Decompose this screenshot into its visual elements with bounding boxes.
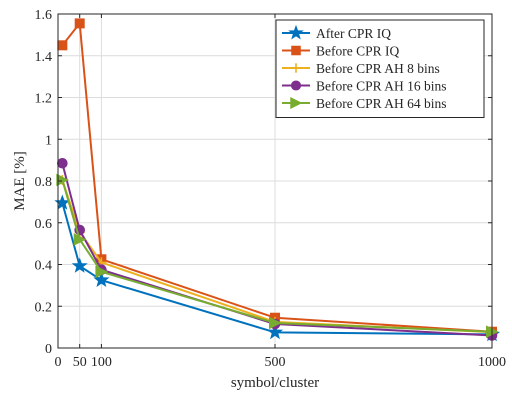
- axis-ticks: 0 0.2 0.4 0.6 0.8 1 1.2 1.4 1.6 0 50 100 500 1000: [35, 8, 507, 370]
- x-tick-label: 500: [265, 355, 286, 370]
- x-tick-label: 0: [55, 355, 62, 370]
- data-point: [93, 271, 110, 287]
- data-point: [269, 316, 282, 330]
- legend-marker: [290, 96, 303, 110]
- x-tick-label: 1000: [478, 355, 506, 370]
- legend-label: Before CPR AH 16 bins: [316, 79, 447, 94]
- y-tick-label: 1.2: [35, 92, 53, 107]
- y-tick-label: 0.6: [35, 217, 53, 232]
- data-point: [54, 194, 71, 210]
- legend-label: Before CPR IQ: [316, 44, 399, 59]
- data-point: [95, 265, 109, 279]
- legend-marker: [291, 45, 301, 56]
- data-point: [266, 323, 284, 340]
- x-tick-label: 100: [91, 355, 112, 370]
- y-axis-label: MAE [%]: [12, 151, 28, 211]
- x-tick-label: 50: [73, 355, 87, 370]
- y-tick-label: 1.4: [35, 50, 53, 65]
- y-tick-label: 0.4: [35, 259, 53, 274]
- legend: After CPR IQ Before CPR IQ Before CPR AH 8…: [275, 19, 485, 118]
- series-line: [61, 179, 493, 333]
- data-point: [57, 40, 68, 51]
- series-layer: [54, 18, 501, 342]
- legend-marker: [291, 63, 301, 73]
- y-tick-label: 1: [45, 133, 52, 148]
- legend-label: Before CPR AH 64 bins: [316, 96, 447, 111]
- series-line: [61, 163, 493, 337]
- legend-marker: [288, 24, 304, 40]
- y-tick-label: 0: [45, 342, 52, 357]
- data-point: [74, 18, 85, 29]
- data-point: [56, 173, 69, 187]
- legend-box: [275, 19, 485, 118]
- y-tick-label: 0.2: [35, 300, 53, 315]
- legend-label: Before CPR AH 8 bins: [316, 61, 440, 76]
- data-point: [71, 257, 88, 273]
- data-point: [57, 157, 68, 169]
- x-axis-label: symbol/cluster: [231, 375, 319, 391]
- legend-label: After CPR IQ: [316, 26, 391, 41]
- data-point: [73, 233, 87, 246]
- legend-marker: [290, 80, 302, 91]
- y-tick-label: 0.8: [35, 175, 53, 190]
- series-line: [61, 179, 493, 334]
- y-tick-label: 1.6: [35, 8, 53, 23]
